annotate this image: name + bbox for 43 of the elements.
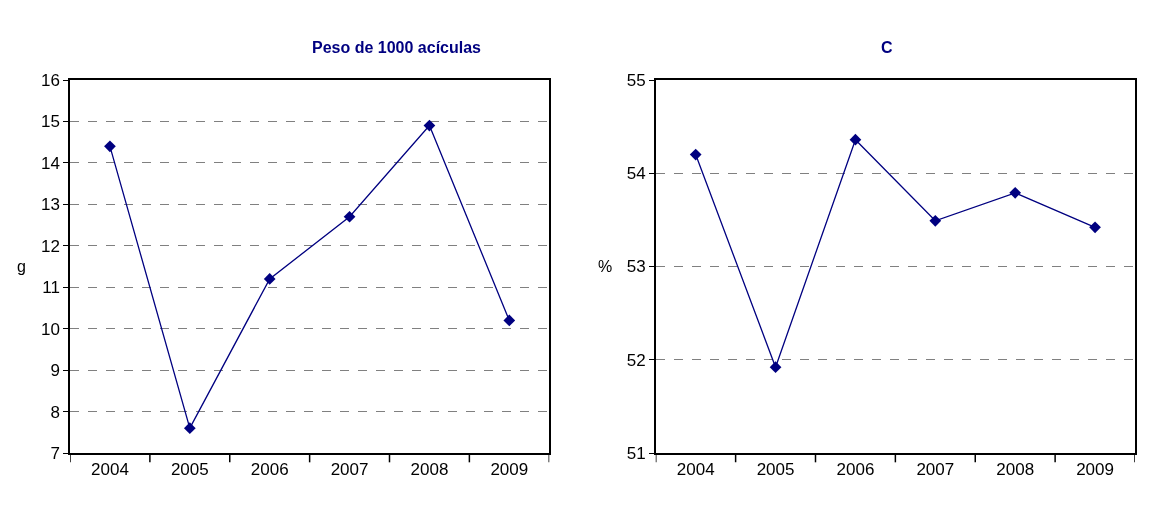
x-tick-label: 2007 <box>916 460 955 480</box>
y-axis-title: % <box>598 258 613 275</box>
x-tick-label: 2009 <box>490 460 529 480</box>
point <box>1089 221 1101 234</box>
point <box>183 422 196 434</box>
point <box>689 148 702 161</box>
y-tick-label: 13 <box>40 195 60 215</box>
y-tick-label: 8 <box>50 402 60 422</box>
y-tick-label: 15 <box>40 112 60 132</box>
point <box>929 214 942 227</box>
point <box>769 361 782 374</box>
y-tick-label: 11 <box>42 278 60 298</box>
point <box>423 119 436 132</box>
chart-title: Peso de 1000 acículas <box>312 39 482 56</box>
x-tick-label: 2007 <box>330 460 369 480</box>
y-tick-label: 16 <box>40 70 60 90</box>
x-tick-label: 2004 <box>91 460 129 480</box>
x-tick-label: 2009 <box>1076 460 1114 480</box>
y-tick-label: 12 <box>40 236 60 256</box>
x-tick-label: 2006 <box>250 460 289 480</box>
point <box>263 273 276 285</box>
point <box>343 210 356 223</box>
point <box>503 314 516 327</box>
x-tick-label: 2005 <box>170 460 209 480</box>
y-axis-title: g <box>17 258 26 275</box>
y-tick-label: 53 <box>626 257 646 277</box>
y-tick-label: 9 <box>50 361 60 381</box>
y-tick-label: 54 <box>626 164 646 184</box>
x-tick-label: 2008 <box>996 460 1035 480</box>
x-tick-label: 2005 <box>756 460 795 480</box>
point <box>849 133 862 146</box>
point <box>104 140 116 153</box>
point <box>1009 186 1022 199</box>
y-tick-label: 14 <box>40 153 60 173</box>
x-tick-label: 2006 <box>836 460 875 480</box>
y-tick-label: 7 <box>50 443 60 463</box>
y-tick-label: 10 <box>40 319 60 339</box>
y-tick-label: 52 <box>626 350 646 370</box>
y-tick-label: 51 <box>626 443 646 463</box>
y-tick-label: 55 <box>626 70 646 90</box>
x-tick-label: 2004 <box>676 460 715 480</box>
x-tick-label: 2008 <box>410 460 449 480</box>
chart-title: C <box>881 39 893 56</box>
